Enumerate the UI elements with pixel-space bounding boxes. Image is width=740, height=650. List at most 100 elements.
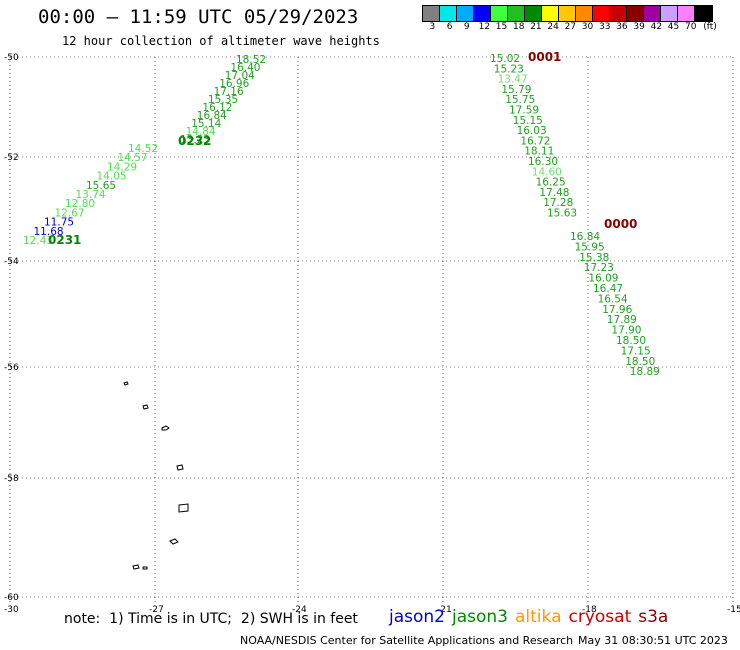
wave-height-label: 17.15 xyxy=(621,345,651,357)
legend-label: 45 xyxy=(667,22,680,32)
wave-height-label: 16.30 xyxy=(528,156,558,168)
legend-swatch xyxy=(508,6,525,21)
lon-label: -27 xyxy=(149,605,164,615)
wave-height-label: 11.68 xyxy=(34,226,64,238)
wave-height-label: 16.40 xyxy=(230,62,260,74)
wave-height-label: 14.52 xyxy=(128,143,158,155)
pass-time-label: 0000 xyxy=(604,217,637,231)
wave-height-label: 12.67 xyxy=(55,207,85,219)
wave-height-label: 15.38 xyxy=(579,252,609,264)
legend-label: 42 xyxy=(650,22,663,32)
lat-label: -60 xyxy=(4,593,19,603)
wave-height-label: 12.43 xyxy=(23,235,53,247)
wave-height-label: 16.84 xyxy=(197,110,227,122)
grid-lines xyxy=(9,56,734,605)
legend-label: 24 xyxy=(547,22,559,32)
wave-height-label: 16.03 xyxy=(517,125,547,137)
island xyxy=(178,503,189,513)
wave-height-label: 15.95 xyxy=(575,241,605,253)
wave-height-label: 17.48 xyxy=(539,187,569,199)
wave-height-label: 15.15 xyxy=(513,115,543,127)
page-title: 00:00 – 11:59 UTC 05/29/2023 xyxy=(38,6,359,28)
island xyxy=(132,564,140,570)
legend-label: 9 xyxy=(463,22,470,32)
legend-label: 6 xyxy=(446,22,453,32)
axis-labels: -50 -52 -54 -56 -58 -60 -30 -27 -24 -21 -18 -15 xyxy=(4,53,740,615)
wave-height-label: 17.28 xyxy=(543,197,573,209)
legend-swatch xyxy=(576,6,593,21)
legend-swatch xyxy=(491,6,508,21)
legend-swatch xyxy=(525,6,542,21)
island xyxy=(169,538,179,545)
satellite-altika: altika xyxy=(515,607,562,627)
wave-height-label: 15.63 xyxy=(547,208,577,220)
legend-label: (ft) xyxy=(703,22,717,32)
legend-swatch xyxy=(593,6,610,21)
island xyxy=(161,425,170,431)
legend-swatch xyxy=(678,6,695,21)
legend-swatch xyxy=(423,6,440,21)
legend-swatch xyxy=(559,6,576,21)
island xyxy=(142,566,148,570)
pass-time-label: 0231 xyxy=(48,233,81,247)
wave-height-label: 17.23 xyxy=(584,262,614,274)
legend-label: 30 xyxy=(581,22,594,32)
wave-height-label: 12.80 xyxy=(65,198,95,210)
wave-height-label: 15.65 xyxy=(86,180,116,192)
legend-label: 27 xyxy=(564,22,577,32)
pass-time-label: 0001 xyxy=(528,50,561,64)
wave-height-label: 15.14 xyxy=(191,118,221,130)
wave-height-label: 16.12 xyxy=(202,102,232,114)
lat-label: -52 xyxy=(4,153,19,163)
satellite-s3a: s3a xyxy=(638,607,669,627)
legend-label: 36 xyxy=(616,22,628,32)
wave-height-label: 16.84 xyxy=(570,231,600,243)
wave-height-label: 15.75 xyxy=(505,94,535,106)
pass-time-label: 0232 xyxy=(178,134,211,148)
satellite-cryosat: cryosat xyxy=(568,607,632,627)
lon-label: -18 xyxy=(582,605,597,615)
island xyxy=(142,404,149,410)
wave-height-label: 15.79 xyxy=(501,84,531,96)
wave-height-label: 18.11 xyxy=(524,146,554,158)
lat-label: -56 xyxy=(4,363,19,373)
altimeter-tracks: 18.5216.4017.0416.9617.1615.3516.1216.84… xyxy=(23,50,660,378)
island xyxy=(123,381,129,386)
legend-swatch xyxy=(440,6,457,21)
lon-label: -21 xyxy=(437,605,452,615)
legend-swatch xyxy=(695,6,712,21)
legend-label: 33 xyxy=(599,22,611,32)
legend-label: 39 xyxy=(633,22,645,32)
satellite-jason2: jason2 xyxy=(389,607,445,627)
track: 15.0215.2313.4715.7915.7517.5915.1516.03… xyxy=(490,50,577,220)
wave-height-label: 11.75 xyxy=(44,217,74,229)
wave-height-label: 16.09 xyxy=(588,273,618,285)
legend-swatch xyxy=(661,6,678,21)
wave-height-label: 17.16 xyxy=(214,86,244,98)
legend-label: 70 xyxy=(685,22,697,32)
wave-height-label: 15.23 xyxy=(494,63,524,75)
legend-swatch xyxy=(644,6,661,21)
wave-height-label: 18.50 xyxy=(616,335,646,347)
track: 14.5214.5714.2914.0515.6513.7412.8012.67… xyxy=(23,143,158,247)
lat-label: -58 xyxy=(4,474,19,484)
legend-swatch xyxy=(474,6,491,21)
legend-label: 15 xyxy=(495,22,508,32)
track: 16.8415.9515.3817.2316.0916.4716.5417.96… xyxy=(570,217,660,378)
wave-height-label: 15.35 xyxy=(208,94,238,106)
footer-timestamp: May 31 08:30:51 UTC 2023 xyxy=(578,634,728,647)
lat-label: -54 xyxy=(4,257,19,267)
track: 18.5216.4017.0416.9617.1615.3516.1216.84… xyxy=(178,54,266,148)
wave-height-label: 18.52 xyxy=(236,54,266,66)
legend-swatch xyxy=(610,6,627,21)
wave-height-label: 17.96 xyxy=(602,304,632,316)
legend-label: 18 xyxy=(513,22,525,32)
wave-height-label: 16.25 xyxy=(536,177,566,189)
wave-height-label: 13.74 xyxy=(76,189,106,201)
islands xyxy=(123,381,189,570)
wave-height-label: 14.84 xyxy=(186,126,216,138)
lon-label: -30 xyxy=(4,605,19,615)
legend-label: 12 xyxy=(478,22,491,32)
wave-height-label: 17.59 xyxy=(509,105,539,117)
